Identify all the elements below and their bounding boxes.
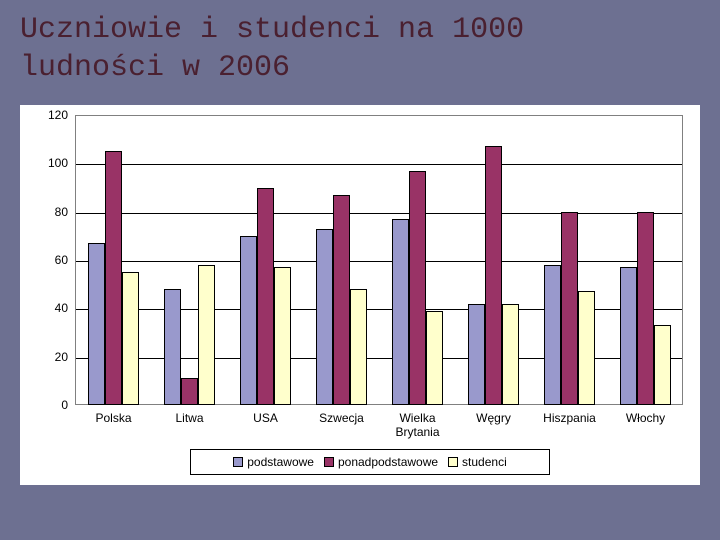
title-line-2: ludności w 2006 (20, 51, 290, 85)
bar (561, 212, 578, 405)
bar (654, 325, 671, 405)
legend-swatch-icon (448, 457, 458, 467)
x-tick-label: Włochy (626, 411, 665, 425)
legend-item: studenci (448, 455, 507, 469)
x-tick-label: Węgry (476, 411, 511, 425)
legend-item: podstawowe (233, 455, 314, 469)
legend-label: studenci (462, 455, 507, 469)
bar (620, 267, 637, 405)
legend: podstawowe ponadpodstawowe studenci (190, 449, 550, 475)
bar (274, 267, 291, 405)
legend-label: podstawowe (247, 455, 314, 469)
bar (88, 243, 105, 405)
legend-item: ponadpodstawowe (324, 455, 438, 469)
bar (502, 304, 519, 406)
bar (637, 212, 654, 405)
bar (198, 265, 215, 405)
bar (426, 311, 443, 405)
bar (240, 236, 257, 405)
y-tick-label: 20 (28, 350, 68, 364)
bar (181, 378, 198, 405)
bar (257, 188, 274, 406)
bar (333, 195, 350, 405)
legend-swatch-icon (324, 457, 334, 467)
x-tick-label: Polska (95, 411, 131, 425)
legend-swatch-icon (233, 457, 243, 467)
bar (164, 289, 181, 405)
bars-layer (75, 115, 683, 405)
title-line-1: Uczniowie i studenci na 1000 (20, 13, 524, 47)
bar (544, 265, 561, 405)
bar (409, 171, 426, 405)
y-tick-label: 40 (28, 301, 68, 315)
x-tick-label: USA (253, 411, 278, 425)
bar (392, 219, 409, 405)
legend-label: ponadpodstawowe (338, 455, 438, 469)
y-tick-label: 60 (28, 253, 68, 267)
bar (122, 272, 139, 405)
x-tick-label: Litwa (175, 411, 203, 425)
y-tick-label: 80 (28, 205, 68, 219)
bar (316, 229, 333, 405)
chart-container: 0 20 40 60 80 100 120 Polska Litwa USA Szwecja Wie… (20, 105, 700, 485)
bar (485, 146, 502, 405)
bar (105, 151, 122, 405)
bar (468, 304, 485, 406)
x-tick-label: Szwecja (319, 411, 364, 425)
bar (350, 289, 367, 405)
y-tick-label: 100 (28, 156, 68, 170)
bar (578, 291, 595, 405)
y-tick-label: 120 (28, 108, 68, 122)
page-title: Uczniowie i studenci na 1000 ludności w … (20, 12, 524, 87)
x-tick-label: Wielka Brytania (395, 411, 439, 440)
y-tick-label: 0 (28, 398, 68, 412)
x-tick-label: Hiszpania (543, 411, 596, 425)
